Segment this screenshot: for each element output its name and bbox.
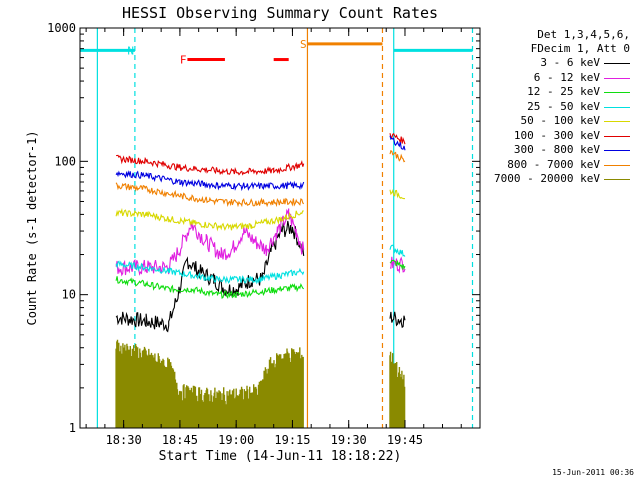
legend-entry-label: 12 - 25 keV — [527, 85, 600, 98]
series-3-segment-1 — [389, 244, 406, 257]
x-tick-label-0: 18:30 — [106, 433, 142, 447]
legend-entry: 6 - 12 keV — [484, 71, 630, 85]
y-tick-label-0: 1 — [69, 421, 76, 435]
y-tick-label-1: 10 — [62, 288, 76, 302]
legend-entry: 25 - 50 keV — [484, 100, 630, 114]
series-2-segment-0 — [115, 276, 305, 300]
x-tick-label-4: 19:30 — [331, 433, 367, 447]
x-tick-label-3: 19:15 — [274, 433, 310, 447]
annotation-f: F — [180, 54, 187, 67]
legend-header: Det 1,3,4,5,6, FDecim 1, Att 0 — [497, 28, 630, 56]
legend-swatch — [604, 77, 630, 79]
timestamp-footer: 15-Jun-2011 00:36 — [552, 468, 634, 477]
series-0-segment-1 — [389, 311, 406, 329]
legend-entry: 50 - 100 keV — [484, 114, 630, 128]
series-8-segment-1 — [389, 351, 406, 428]
series-8-segment-0 — [115, 339, 304, 428]
x-axis-label: Start Time (14-Jun-11 18:18:22) — [159, 449, 402, 464]
series-4-segment-0 — [115, 207, 304, 232]
legend-swatch — [604, 164, 630, 166]
legend-entry-label: 100 - 300 keV — [513, 128, 600, 142]
chart-title: HESSI Observing Summary Count Rates — [122, 4, 438, 22]
series-6-segment-1 — [389, 135, 406, 151]
x-tick-label-1: 18:45 — [162, 433, 198, 447]
series-6-segment-0 — [115, 170, 305, 192]
series-3-segment-0 — [115, 260, 305, 285]
series-1-segment-0 — [115, 208, 305, 277]
y-tick-label-3: 1000 — [47, 21, 76, 35]
legend-entry-label: 50 - 100 keV — [520, 114, 600, 127]
legend-swatch — [604, 63, 630, 64]
legend-swatch — [604, 135, 630, 137]
series-5-segment-0 — [116, 154, 305, 176]
legend-swatch — [604, 179, 630, 180]
legend-header-line1: Det 1,3,4,5,6, — [537, 28, 630, 41]
legend-entry: 100 - 300 keV — [484, 129, 630, 143]
x-tick-label-5: 19:45 — [387, 433, 423, 447]
series-5-segment-1 — [389, 133, 406, 145]
legend-entry-label: 6 - 12 keV — [533, 70, 600, 84]
series-7-segment-1 — [389, 149, 406, 163]
annotation-s: S — [300, 38, 307, 51]
legend-entry: 3 - 6 keV — [484, 56, 630, 70]
legend-swatch — [604, 106, 630, 108]
legend-entry-label: 3 - 6 keV — [540, 56, 600, 69]
legend-entry: 12 - 25 keV — [484, 85, 630, 99]
plot-frame — [79, 27, 481, 429]
legend-swatch — [604, 92, 630, 93]
series-7-segment-0 — [115, 182, 305, 208]
legend-entry: 7000 - 20000 keV — [484, 172, 630, 186]
legend-entry-label: 25 - 50 keV — [527, 99, 600, 113]
legend-entry-label: 7000 - 20000 keV — [494, 172, 600, 185]
legend-header-line2: FDecim 1, Att 0 — [530, 42, 630, 55]
legend-entry-label: 300 - 800 keV — [513, 143, 600, 156]
legend-entry: 300 - 800 keV — [484, 143, 630, 157]
legend-swatch — [604, 121, 630, 122]
legend-entry-label: 800 - 7000 keV — [507, 157, 600, 171]
legend-swatch — [604, 150, 630, 151]
series-2-segment-1 — [389, 259, 406, 271]
legend-entry: 800 - 7000 keV — [484, 158, 630, 172]
series-4-segment-1 — [389, 188, 406, 200]
x-tick-label-2: 19:00 — [218, 433, 254, 447]
annotation-n: N — [127, 44, 134, 57]
y-tick-label-2: 100 — [54, 154, 76, 168]
y-axis-label: Count Rate (s-1 detector-1) — [25, 130, 39, 325]
